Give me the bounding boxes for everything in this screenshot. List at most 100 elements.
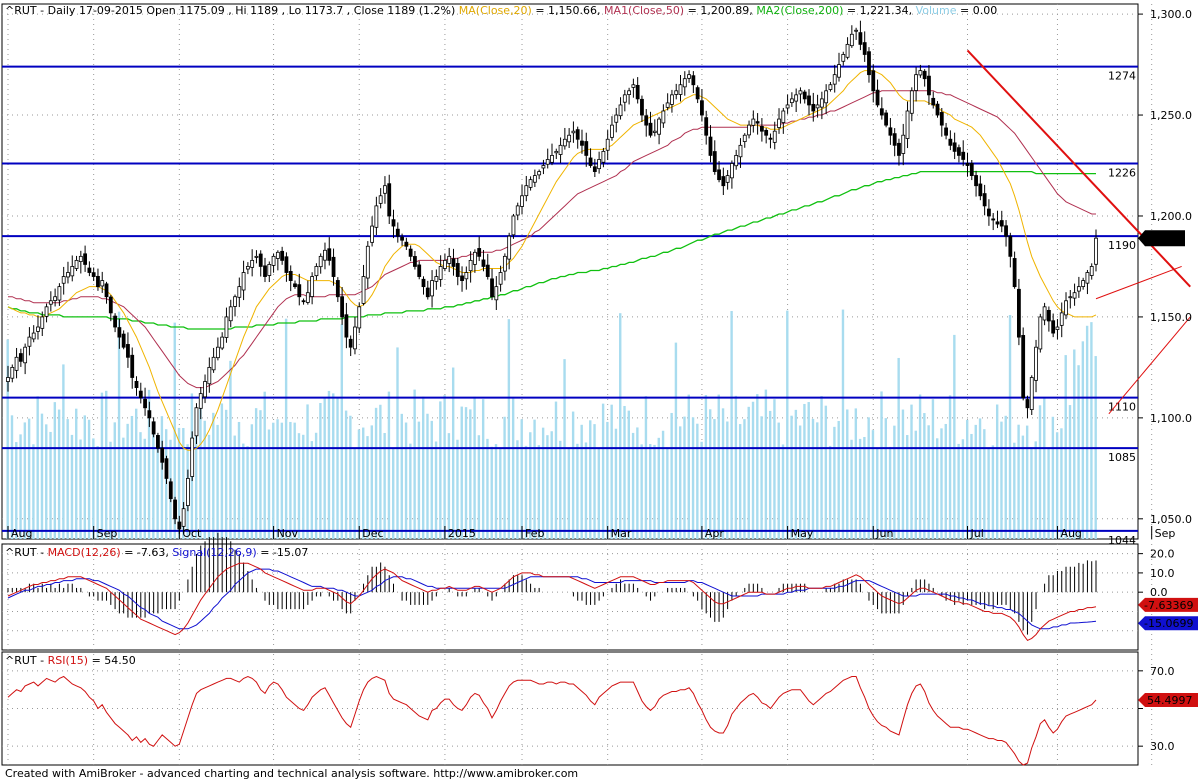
date-tick-label: Oct: [182, 527, 202, 540]
volume-bar: [708, 409, 712, 539]
price-body: [815, 104, 820, 109]
price-bar: [665, 93, 670, 111]
price-bar: [550, 143, 554, 166]
volume-bar: [888, 446, 892, 539]
volume-bar: [768, 410, 772, 539]
price-bar: [1029, 375, 1034, 416]
price-bar: [477, 236, 482, 262]
volume-bar: [224, 409, 228, 539]
price-bar: [374, 196, 379, 235]
rsi-title: ^RUT - RSI(15) = 54.50: [5, 654, 136, 667]
price-body: [186, 478, 190, 506]
volume-bar: [1004, 415, 1007, 539]
price-body: [532, 175, 537, 183]
price-bar: [318, 253, 323, 274]
volume-bar: [948, 395, 952, 539]
volume-bar: [92, 438, 95, 539]
price-body: [1076, 286, 1081, 292]
price-body: [121, 333, 126, 348]
price-body: [914, 74, 918, 91]
price-bar: [348, 335, 353, 357]
volume-bar: [447, 433, 451, 539]
price-title: ^RUT - Daily 17-09-2015 Open 1175.09 , H…: [5, 4, 997, 17]
price-body: [507, 235, 512, 260]
price-body: [228, 306, 233, 322]
title-close-label: Close: [354, 4, 384, 17]
price-body: [10, 366, 15, 379]
price-bar: [558, 137, 563, 163]
price-body: [96, 275, 100, 288]
volume-bar: [619, 313, 622, 539]
price-bar: [138, 382, 143, 404]
price-bar: [288, 265, 293, 292]
volume-bar: [220, 403, 224, 539]
price-bar: [1068, 289, 1073, 309]
price-body: [588, 157, 593, 166]
volume-bar: [203, 420, 206, 539]
price-body: [674, 90, 679, 95]
price-body: [652, 130, 657, 133]
price-bar: [712, 140, 717, 175]
price-body: [511, 215, 516, 236]
price-tick-label: 1,150.0: [1150, 311, 1192, 324]
price-body: [819, 98, 824, 108]
price-body: [794, 94, 799, 102]
volume-bar: [413, 389, 416, 539]
volume-bar: [803, 403, 806, 539]
price-body: [138, 390, 143, 399]
volume-bar: [777, 422, 780, 539]
price-bar: [207, 357, 212, 393]
price-body: [233, 296, 237, 307]
price-bar: [644, 109, 649, 137]
price-body: [288, 271, 293, 281]
price-bar: [545, 148, 550, 169]
volume-bar: [610, 404, 613, 539]
volume-bar: [499, 447, 502, 539]
volume-bar: [781, 444, 785, 539]
volume-bar: [751, 401, 755, 539]
price-body: [348, 338, 353, 348]
price-bar: [353, 316, 357, 355]
price-body: [340, 296, 345, 318]
volume-bar: [147, 389, 151, 539]
price-bar: [434, 269, 439, 290]
price-bar: [245, 262, 250, 275]
volume-bar: [516, 440, 519, 539]
volume-bar: [400, 413, 403, 539]
price-body: [27, 336, 32, 347]
volume-bar: [451, 367, 455, 539]
volume-bar: [816, 422, 819, 539]
price-bar: [1004, 220, 1008, 247]
volume-bar: [494, 444, 498, 539]
volume-bar: [773, 399, 776, 539]
price-body: [134, 380, 139, 388]
price-bar: [134, 376, 139, 396]
volume-bar: [366, 436, 369, 539]
volume-bar: [83, 415, 87, 539]
volume-bar: [1043, 397, 1046, 539]
price-body: [310, 276, 315, 297]
price-bar: [828, 81, 833, 92]
price-bar: [108, 295, 113, 322]
volume-bar: [481, 399, 485, 539]
price-body: [44, 306, 49, 317]
volume-bar: [931, 399, 935, 539]
price-body: [657, 118, 661, 135]
price-bar: [498, 265, 503, 292]
volume-bar: [353, 447, 356, 539]
volume-bar: [554, 401, 558, 539]
volume-bar: [983, 429, 986, 539]
price-bar: [27, 327, 32, 356]
price-body: [995, 221, 1000, 225]
volume-bar: [541, 427, 545, 539]
volume-bar: [957, 443, 960, 539]
price-body: [1089, 266, 1094, 276]
price-body: [845, 43, 850, 58]
volume-bar: [456, 439, 459, 539]
price-bar: [584, 132, 589, 167]
volume-bar: [344, 410, 348, 539]
price-body: [884, 112, 889, 126]
price-bar: [879, 97, 884, 120]
price-body: [717, 169, 721, 181]
